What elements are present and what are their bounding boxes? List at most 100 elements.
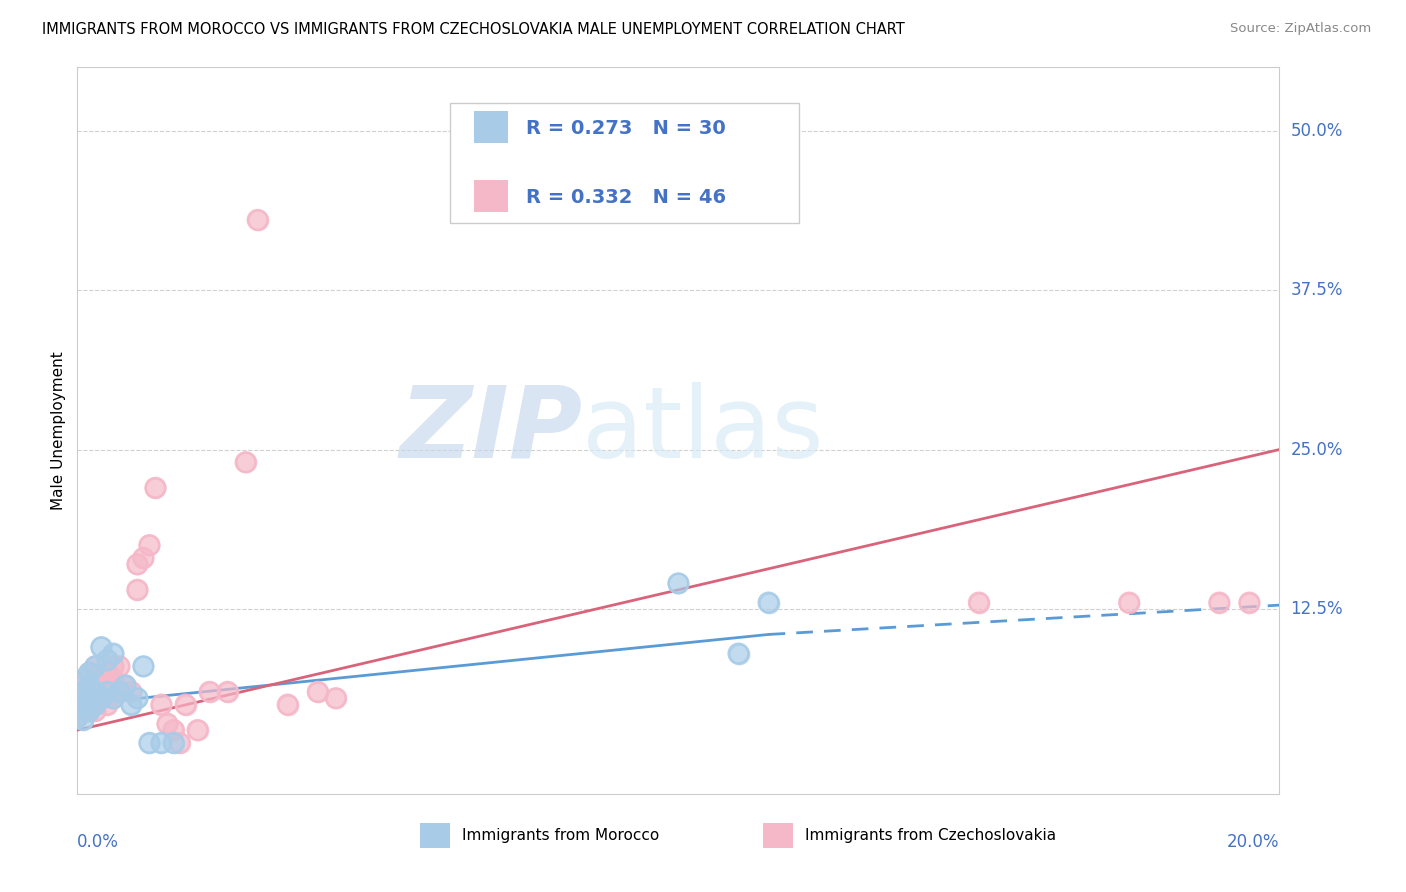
Point [120,685,142,699]
Point [156,716,179,731]
Point [72,678,94,692]
Point [145,481,167,495]
Point [967,596,990,610]
Point [96,678,118,692]
Point [186,723,209,738]
Point [66,710,89,724]
Point [120,698,142,712]
Point [79,685,101,699]
Point [84,704,107,718]
Point [758,596,780,610]
Point [79,704,101,718]
Point [132,659,155,673]
Point [90,640,112,655]
Point [120,698,142,712]
Point [72,704,94,718]
Text: atlas: atlas [582,382,824,479]
Point [217,685,239,699]
Point [96,665,118,680]
Point [727,647,749,661]
Point [66,691,89,706]
Point [72,691,94,706]
Point [127,558,149,572]
Point [162,736,184,750]
Text: Source: ZipAtlas.com: Source: ZipAtlas.com [1230,22,1371,36]
Point [132,550,155,565]
Point [169,736,191,750]
Point [217,685,239,699]
Y-axis label: Male Unemployment: Male Unemployment [51,351,66,509]
Text: IMMIGRANTS FROM MOROCCO VS IMMIGRANTS FROM CZECHOSLOVAKIA MALE UNEMPLOYMENT CORR: IMMIGRANTS FROM MOROCCO VS IMMIGRANTS FR… [42,22,905,37]
Point [103,691,125,706]
Point [127,691,149,706]
Point [79,691,101,706]
Point [72,672,94,686]
Point [174,698,197,712]
Point [72,672,94,686]
Point [198,685,221,699]
Point [108,685,131,699]
Point [198,685,221,699]
Point [66,710,89,724]
Point [120,685,142,699]
Text: ZIP: ZIP [399,382,582,479]
Point [132,550,155,565]
Text: 12.5%: 12.5% [1291,600,1343,618]
Point [72,698,94,712]
Point [66,691,89,706]
Point [727,647,749,661]
Point [72,685,94,699]
Point [169,736,191,750]
Point [79,685,101,699]
Point [90,691,112,706]
Point [235,455,257,469]
Point [1118,596,1140,610]
Point [103,691,125,706]
Point [138,736,160,750]
Point [79,678,101,692]
Point [79,704,101,718]
Point [325,691,347,706]
Point [114,678,136,692]
Point [114,678,136,692]
Point [174,698,197,712]
Point [108,659,131,673]
Point [108,659,131,673]
FancyBboxPatch shape [474,111,508,144]
Point [96,685,118,699]
Point [79,665,101,680]
Point [72,691,94,706]
Text: 37.5%: 37.5% [1291,281,1343,299]
FancyBboxPatch shape [762,823,793,848]
Point [79,691,101,706]
Point [325,691,347,706]
Point [108,685,131,699]
FancyBboxPatch shape [474,179,508,212]
Text: 25.0%: 25.0% [1291,441,1343,458]
Point [96,698,118,712]
Point [127,582,149,597]
Point [96,678,118,692]
Point [103,672,125,686]
Point [1208,596,1230,610]
Point [103,659,125,673]
Point [84,685,107,699]
Point [79,704,101,718]
Point [72,685,94,699]
Point [145,481,167,495]
Point [967,596,990,610]
Point [84,698,107,712]
Point [84,659,107,673]
Point [72,713,94,727]
Point [96,685,118,699]
Point [90,678,112,692]
Point [103,647,125,661]
Point [79,665,101,680]
Point [96,653,118,667]
Point [150,736,173,750]
Point [162,736,184,750]
Point [156,716,179,731]
Text: 50.0%: 50.0% [1291,121,1343,140]
Point [127,691,149,706]
Point [246,213,269,227]
